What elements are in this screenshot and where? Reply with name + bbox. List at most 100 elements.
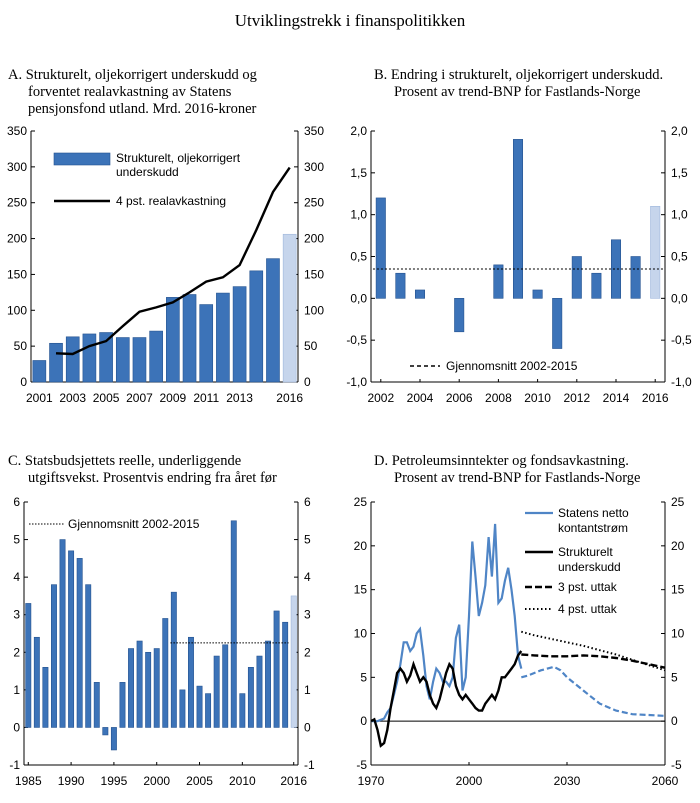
bar-2006 xyxy=(205,693,212,728)
y-tick-label-left: 20 xyxy=(354,539,368,553)
legend-label-3: 4 pst. uttak xyxy=(558,602,618,616)
bar-2010 xyxy=(182,294,197,383)
bar-2013 xyxy=(265,640,271,728)
x-tick-label: 2002 xyxy=(367,391,394,405)
y-tick-label-left: 25 xyxy=(354,495,368,509)
bar-2011 xyxy=(199,304,214,383)
bar-1986 xyxy=(33,636,40,728)
bar-2008 xyxy=(222,644,229,728)
bar-2015 xyxy=(630,256,641,299)
y-tick-label-right: 5 xyxy=(304,533,311,547)
y-tick-label-right: 2,0 xyxy=(671,124,688,138)
bar-1988 xyxy=(51,584,57,728)
bar-2016 xyxy=(282,233,297,383)
x-tick-label: 2016 xyxy=(280,774,307,788)
bar-2006 xyxy=(454,298,465,333)
x-tick-label: 2005 xyxy=(93,391,120,405)
figure-title: Utviklingstrekk i finanspolitikken xyxy=(235,11,466,30)
bar-2010 xyxy=(239,693,246,728)
y-tick-label-right: 0 xyxy=(304,720,311,734)
legend-label-1: underskudd xyxy=(558,560,621,574)
bar-1989 xyxy=(59,539,66,728)
legend-label-1: Strukturelt xyxy=(558,545,613,559)
y-tick-label-right: 5 xyxy=(671,670,678,684)
bar-2007 xyxy=(213,655,220,728)
bar-1996 xyxy=(119,682,126,728)
y-tick-label-left: 0,5 xyxy=(350,250,367,264)
y-tick-label-right: 0,5 xyxy=(671,250,688,264)
y-tick-label-left: 15 xyxy=(354,583,368,597)
x-tick-label: 2001 xyxy=(26,391,53,405)
y-tick-label-right: 2 xyxy=(304,645,311,659)
y-tick-label-right: 15 xyxy=(671,583,685,597)
bar-2009 xyxy=(230,520,237,728)
bar-1987 xyxy=(42,667,49,728)
y-tick-label-left: 150 xyxy=(7,267,27,281)
y-tick-label-right: 4 xyxy=(304,570,311,584)
y-tick-label-right: 100 xyxy=(304,303,324,317)
y-tick-label-left: 0,0 xyxy=(350,291,367,305)
y-tick-label-left: 100 xyxy=(7,303,27,317)
bar-2011 xyxy=(552,298,563,349)
bar-1993 xyxy=(93,682,100,728)
legend-label-underskudd: Strukturelt, oljekorrigert xyxy=(116,151,241,165)
bar-1991 xyxy=(76,558,83,728)
legend-label-0: Statens netto xyxy=(558,506,629,520)
bar-2003 xyxy=(65,336,80,383)
y-tick-label-right: 20 xyxy=(671,539,685,553)
y-tick-label-left: 300 xyxy=(7,160,27,174)
panel-a-title-line: A. Strukturelt, oljekorrigert underskudd… xyxy=(8,67,257,83)
y-tick-label-left: 1,0 xyxy=(350,208,367,222)
panel-d-chart: D. Petroleumsinntekter og fondsavkastnin… xyxy=(354,453,685,788)
x-tick-label: 2016 xyxy=(642,391,669,405)
bar-2014 xyxy=(610,239,622,299)
bar-2009 xyxy=(512,139,524,299)
y-tick-label-right: 50 xyxy=(304,339,318,353)
x-tick-label: 2030 xyxy=(554,774,581,788)
x-tick-label: 2009 xyxy=(159,391,186,405)
bar-2013 xyxy=(232,286,247,383)
y-tick-label-right: 3 xyxy=(304,608,311,622)
y-tick-label-right: 350 xyxy=(304,124,324,138)
bar-2015 xyxy=(266,258,280,383)
y-tick-label-left: -0,5 xyxy=(346,333,367,347)
bar-1990 xyxy=(68,550,75,728)
legend-label-realavkastning: 4 pst. realavkastning xyxy=(116,194,226,208)
bar-2002 xyxy=(49,342,63,383)
panel-a-title-line: pensjonsfond utland. Mrd. 2016-kroner xyxy=(28,101,257,117)
x-tick-label: 2004 xyxy=(407,391,434,405)
bar-2005 xyxy=(99,332,113,383)
y-tick-label-left: 5 xyxy=(13,533,20,547)
legend-label-underskudd: underskudd xyxy=(116,165,179,179)
y-tick-label-left: -1 xyxy=(9,758,20,772)
bar-2003 xyxy=(395,272,406,299)
y-tick-label-left: 6 xyxy=(13,495,20,509)
x-tick-label: 2014 xyxy=(603,391,630,405)
panel-a-title-line: forventet realavkastning av Statens xyxy=(28,84,232,100)
y-tick-label-left: 0 xyxy=(360,714,367,728)
y-tick-label-right: 150 xyxy=(304,267,324,281)
series-strukturelt-underskudd xyxy=(370,650,523,748)
bar-2014 xyxy=(273,610,280,728)
bar-1997 xyxy=(128,648,134,728)
y-tick-label-left: 50 xyxy=(14,339,28,353)
bar-2014 xyxy=(249,270,264,383)
bar-2008 xyxy=(493,264,504,299)
bar-2004 xyxy=(188,636,194,728)
panel-b-title-line: B. Endring i strukturelt, oljekorrigert … xyxy=(374,67,663,83)
bar-2012 xyxy=(216,292,230,383)
y-tick-label-right: 10 xyxy=(671,627,685,641)
bar-2013 xyxy=(591,272,602,299)
panel-c-title-line: C. Statsbudsjettets reelle, underliggend… xyxy=(8,453,241,469)
series-statens-netto-kontantstrøm xyxy=(371,523,523,723)
x-tick-label: 2013 xyxy=(226,391,253,405)
x-tick-label: 2000 xyxy=(456,774,483,788)
bar-2004 xyxy=(414,289,426,299)
legend-swatch-bar xyxy=(53,152,111,166)
y-tick-label-left: 350 xyxy=(7,124,27,138)
bar-2016 xyxy=(290,595,297,728)
x-tick-label: 2006 xyxy=(446,391,473,405)
y-tick-label-left: -5 xyxy=(356,758,367,772)
x-tick-label: 2012 xyxy=(563,391,590,405)
line-4-pst-realavkastning xyxy=(55,166,291,356)
